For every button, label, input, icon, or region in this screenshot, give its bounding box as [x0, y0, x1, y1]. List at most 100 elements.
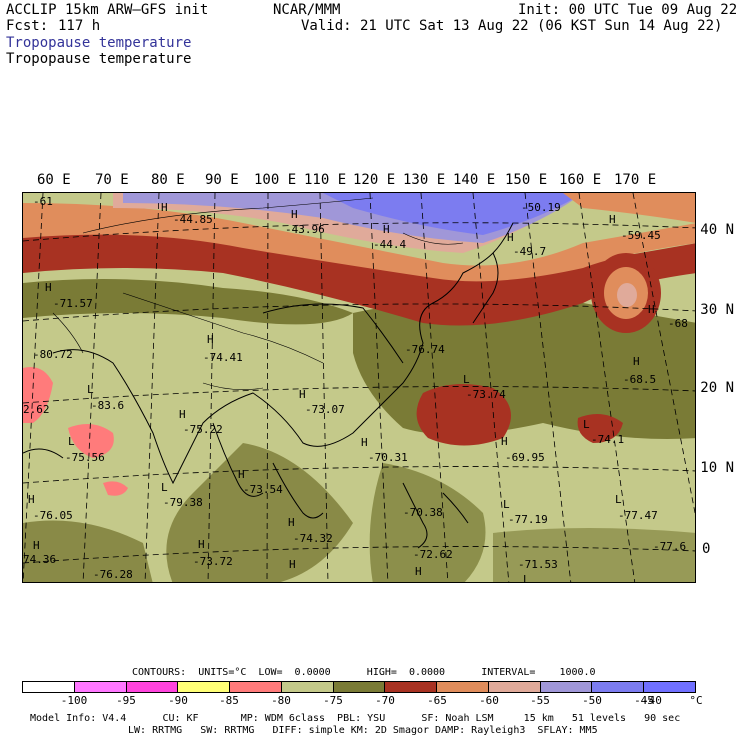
- forecast-hours: 117 h: [58, 18, 101, 34]
- map-label: L: [463, 373, 470, 386]
- map-label: -77.6: [653, 540, 687, 553]
- map-label: -76.05: [33, 509, 73, 522]
- map-label: L: [503, 498, 510, 511]
- map-label: H: [648, 303, 655, 316]
- map-label: H: [633, 355, 640, 368]
- lon-label: 130 E: [403, 172, 446, 188]
- colorbar-swatch: [74, 682, 127, 692]
- colorbar-tick: -75: [323, 694, 343, 707]
- field-region-pink: [617, 283, 637, 307]
- map-label: -71.57: [53, 297, 93, 310]
- map-label: -50.19: [521, 201, 561, 214]
- field-region-dark-olive: [493, 528, 695, 582]
- field-region-salmon: [23, 367, 53, 423]
- colorbar-unit: °C: [689, 694, 703, 707]
- map-label: H: [291, 208, 298, 221]
- map-label: -73.07: [305, 403, 345, 416]
- map-label: -69.95: [505, 451, 545, 464]
- map-label: -61: [33, 195, 53, 208]
- map-label: -76.74: [405, 343, 445, 356]
- colorbar-swatch: [23, 682, 75, 692]
- colorbar-tick: -55: [530, 694, 550, 707]
- lat-label: 30 N: [700, 302, 734, 318]
- map-canvas: [23, 193, 695, 582]
- map-label: H: [238, 468, 245, 481]
- colorbar-tick: -60: [479, 694, 499, 707]
- lat-label: 0: [702, 541, 711, 557]
- lon-label: 100 E: [254, 172, 297, 188]
- map-label: -77.47: [618, 509, 658, 522]
- map-label: H: [45, 281, 52, 294]
- valid-time: Valid: 21 UTC Sat 13 Aug 22 (06 KST Sun …: [301, 18, 723, 34]
- map-label: -83.6: [91, 399, 125, 412]
- forecast-label: Fcst:: [6, 18, 49, 34]
- map-label: L: [87, 383, 94, 396]
- field-region-salmon: [68, 424, 114, 458]
- map-label: H: [507, 231, 514, 244]
- colorbar: [22, 681, 696, 693]
- colorbar-tick: -70: [375, 694, 395, 707]
- map-label: L: [68, 435, 75, 448]
- map-label: L: [583, 418, 590, 431]
- colorbar-swatch: [178, 682, 231, 692]
- lon-label: 90 E: [205, 172, 239, 188]
- map-label: H: [501, 435, 508, 448]
- map-label: H: [28, 493, 35, 506]
- map-label: -79.38: [163, 496, 203, 509]
- model-info-line1: Model Info: V4.4 CU: KF MP: WDM 6class P…: [30, 713, 681, 724]
- map-label: H: [161, 201, 168, 214]
- field-region-blue: [323, 193, 583, 235]
- colorbar-swatch: [592, 682, 645, 692]
- lon-label: 110 E: [304, 172, 347, 188]
- map-label: H: [289, 558, 296, 571]
- org-label: NCAR/MMM: [273, 2, 341, 18]
- map-label: -70.38: [403, 506, 443, 519]
- colorbar-swatch: [385, 682, 438, 692]
- field-region-orange: [23, 203, 695, 282]
- lat-label: 20 N: [700, 380, 734, 396]
- map-label: L: [523, 573, 530, 583]
- map-label: -74.41: [203, 351, 243, 364]
- map-label: -73.72: [193, 555, 233, 568]
- map-label: -74.1: [591, 433, 625, 446]
- colorbar-tick: -65: [427, 694, 447, 707]
- colorbar-tick: -80: [271, 694, 291, 707]
- lon-label: 160 E: [559, 172, 602, 188]
- model-title: ACCLIP 15km ARW–GFS init: [6, 2, 209, 18]
- map-label: 74.36: [23, 553, 57, 566]
- colorbar-swatch: [281, 682, 334, 692]
- map-label: -80.72: [33, 348, 73, 361]
- field-region-dark-red: [416, 384, 511, 446]
- field-region-dark-olive: [23, 520, 153, 582]
- map-label: -59.45: [621, 229, 661, 242]
- map-label: -44.85: [173, 213, 213, 226]
- model-info-line2: LW: RRTMG SW: RRTMG DIFF: simple KM: 2D …: [128, 725, 598, 736]
- field-region-salmon: [103, 481, 128, 496]
- map-label: H: [383, 223, 390, 236]
- init-time: Init: 00 UTC Tue 09 Aug 22: [518, 2, 738, 18]
- map-label: H: [361, 436, 368, 449]
- lon-label: 70 E: [95, 172, 129, 188]
- colorbar-tick: -45: [634, 694, 654, 707]
- field-region-dark-olive: [23, 279, 353, 325]
- lat-lon-grid: [23, 193, 695, 582]
- field-region-dark-olive: [369, 463, 486, 582]
- map-label: -43.96: [285, 223, 325, 236]
- field-region-dark-red: [23, 230, 695, 326]
- map-label: -72.62: [413, 548, 453, 561]
- map-label: -71.53: [518, 558, 558, 571]
- colorbar-tick: -40: [642, 694, 662, 707]
- lon-label: 150 E: [505, 172, 548, 188]
- lon-label: 80 E: [151, 172, 185, 188]
- contours-info: CONTOURS: UNITS=°C LOW= 0.0000 HIGH= 0.0…: [132, 667, 596, 678]
- tropopause-temperature-map: -61 H -44.85 H -43.96 H -44.4 -50.19 H -…: [22, 192, 696, 583]
- field-title-primary: Tropopause temperature: [6, 35, 192, 51]
- colorbar-swatch: [540, 682, 593, 692]
- map-label: H: [33, 539, 40, 552]
- map-label: -70.31: [368, 451, 408, 464]
- lon-label: 170 E: [614, 172, 657, 188]
- colorbar-tick: -95: [116, 694, 136, 707]
- colorbar-swatch: [126, 682, 179, 692]
- colorbar-tick: -85: [219, 694, 239, 707]
- colorbar-tick: -90: [168, 694, 188, 707]
